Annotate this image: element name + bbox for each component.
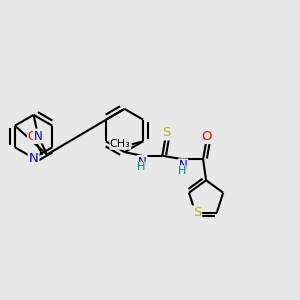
Text: H: H	[137, 162, 146, 172]
Text: O: O	[202, 130, 212, 143]
Text: CH₃: CH₃	[110, 139, 130, 149]
Text: N: N	[138, 156, 147, 169]
Text: S: S	[162, 126, 170, 140]
Text: H: H	[178, 166, 186, 176]
Text: S: S	[193, 206, 201, 219]
Text: N: N	[178, 159, 188, 172]
Text: N: N	[29, 152, 38, 165]
Text: N: N	[34, 130, 43, 142]
Text: O: O	[28, 130, 37, 143]
